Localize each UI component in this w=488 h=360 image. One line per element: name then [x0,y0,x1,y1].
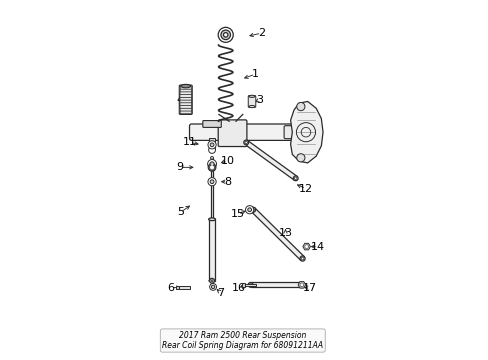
Bar [208,219,215,281]
Text: 9: 9 [176,162,183,172]
Circle shape [211,280,213,282]
Circle shape [249,284,251,286]
FancyBboxPatch shape [244,124,302,140]
Circle shape [294,177,296,180]
Text: 15: 15 [230,209,244,219]
FancyBboxPatch shape [180,97,191,100]
Bar [242,283,244,287]
Circle shape [300,284,303,286]
Polygon shape [251,208,304,260]
Text: 16: 16 [231,283,245,293]
Text: 12: 12 [298,184,312,194]
FancyBboxPatch shape [180,108,191,111]
Circle shape [223,33,227,37]
Text: 6: 6 [167,283,174,293]
Ellipse shape [248,95,255,98]
Circle shape [244,141,247,144]
FancyBboxPatch shape [180,100,191,103]
Polygon shape [250,283,301,287]
FancyBboxPatch shape [180,91,191,95]
FancyBboxPatch shape [189,124,234,140]
Circle shape [247,208,251,212]
Circle shape [207,159,216,168]
FancyBboxPatch shape [180,94,191,97]
Circle shape [250,207,255,212]
Circle shape [207,177,216,186]
Polygon shape [244,140,297,180]
Circle shape [209,278,214,283]
Circle shape [299,283,304,287]
Circle shape [296,103,305,111]
Text: 7: 7 [217,288,224,298]
Text: 2: 2 [258,28,264,38]
Circle shape [210,180,213,184]
Circle shape [296,154,305,162]
Circle shape [251,208,254,211]
Circle shape [210,157,213,159]
Text: 17: 17 [303,283,317,293]
Polygon shape [302,243,310,250]
Ellipse shape [208,218,215,221]
Circle shape [299,256,305,261]
Polygon shape [290,102,323,163]
Text: 4: 4 [176,95,183,105]
Ellipse shape [248,105,255,108]
Circle shape [304,245,308,248]
Circle shape [210,166,213,169]
Circle shape [245,206,253,214]
FancyBboxPatch shape [180,86,191,89]
Circle shape [209,283,216,290]
Circle shape [208,147,215,153]
Text: 11: 11 [183,138,197,148]
FancyBboxPatch shape [284,126,302,139]
Circle shape [301,257,303,260]
Text: 3: 3 [256,95,263,105]
Text: 5: 5 [177,207,183,217]
Ellipse shape [210,157,213,158]
Circle shape [221,30,230,40]
Ellipse shape [181,84,190,88]
Text: 14: 14 [310,242,325,252]
FancyBboxPatch shape [180,103,191,105]
Circle shape [218,27,233,42]
Ellipse shape [208,280,215,282]
Text: 13: 13 [278,228,292,238]
Circle shape [208,163,216,171]
Polygon shape [298,282,305,288]
Circle shape [209,162,214,166]
FancyBboxPatch shape [180,111,191,114]
Circle shape [293,176,298,181]
Circle shape [299,283,303,287]
Circle shape [211,285,214,289]
Bar [176,286,179,289]
Bar [244,284,256,286]
FancyBboxPatch shape [203,121,221,127]
Text: 8: 8 [224,177,230,187]
Circle shape [244,140,248,145]
Text: 2017 Ram 2500 Rear Suspension
Rear Coil Spring Diagram for 68091211AA: 2017 Ram 2500 Rear Suspension Rear Coil … [162,331,323,350]
Circle shape [207,141,216,149]
FancyBboxPatch shape [180,89,191,92]
Bar [179,287,189,289]
Text: 1: 1 [251,69,259,79]
Bar [208,138,215,150]
FancyBboxPatch shape [248,96,255,107]
Bar [210,158,213,219]
Circle shape [248,283,252,287]
Circle shape [210,143,213,147]
FancyBboxPatch shape [180,105,191,108]
FancyBboxPatch shape [218,120,246,147]
Text: 10: 10 [220,156,234,166]
